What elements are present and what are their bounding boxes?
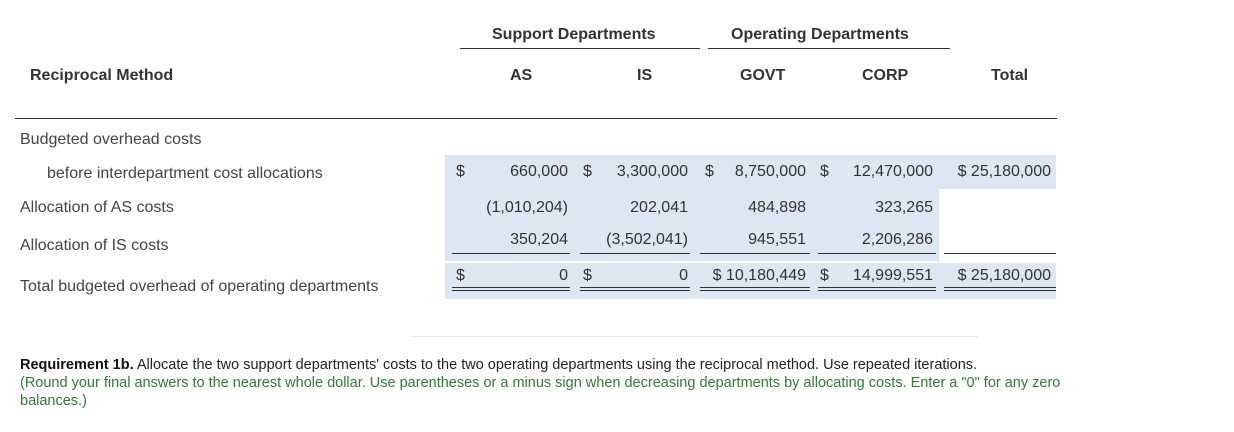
requirement-rounding-note: (Round your final answers to the nearest…: [20, 375, 1061, 409]
alloc-underline-is: [580, 253, 690, 254]
total-row-shade: [445, 263, 1056, 299]
budgeted-as-sign: $: [456, 163, 465, 180]
column-header-as: AS: [510, 67, 533, 84]
budgeted-is-sign: $: [583, 163, 592, 180]
total-is-value[interactable]: 0: [679, 267, 688, 284]
total-double-underline-is: [580, 287, 690, 291]
budgeted-govt-value[interactable]: 8,750,000: [734, 163, 806, 180]
operating-departments-header: Operating Departments: [731, 26, 909, 43]
requirement-heading: Requirement 1b.: [20, 357, 134, 373]
total-label: Total budgeted overhead of operating dep…: [20, 278, 379, 295]
total-govt-value[interactable]: $ 10,180,449: [712, 267, 806, 284]
section-separator: [413, 336, 978, 337]
alloc-underline-as: [452, 253, 570, 254]
alloc-as-corp-value[interactable]: 323,265: [875, 199, 933, 216]
alloc-is-corp-value[interactable]: 2,206,286: [861, 231, 933, 248]
alloc-as-as-value[interactable]: (1,010,204): [486, 199, 568, 216]
column-header-total: Total: [991, 67, 1029, 84]
total-as-sign: $: [456, 267, 465, 284]
requirement-instructions: Requirement 1b. Allocate the two support…: [20, 356, 1110, 410]
total-double-underline-total: [944, 287, 1056, 291]
budgeted-label-line1: Budgeted overhead costs: [20, 131, 202, 148]
alloc-underline-total: [944, 253, 1056, 254]
total-is-sign: $: [583, 267, 592, 284]
budgeted-govt-sign: $: [705, 163, 714, 180]
header-rule: [15, 118, 1057, 119]
budgeted-corp-value[interactable]: 12,470,000: [852, 163, 933, 180]
alloc-as-govt-value[interactable]: 484,898: [748, 199, 806, 216]
total-total-value[interactable]: $ 25,180,000: [957, 267, 1051, 284]
budgeted-is-value[interactable]: 3,300,000: [616, 163, 688, 180]
total-double-underline-as: [452, 287, 570, 291]
alloc-underline-govt: [700, 253, 810, 254]
budgeted-row-shade: [445, 155, 1056, 189]
alloc-is-govt-value[interactable]: 945,551: [748, 231, 806, 248]
budgeted-corp-sign: $: [820, 163, 829, 180]
column-header-is: IS: [637, 67, 653, 84]
budgeted-as-value[interactable]: 660,000: [510, 163, 568, 180]
support-header-underline: [460, 48, 700, 49]
alloc-underline-corp: [818, 253, 936, 254]
support-departments-header: Support Departments: [492, 26, 656, 43]
method-title: Reciprocal Method: [30, 67, 174, 84]
budgeted-total-value[interactable]: $ 25,180,000: [957, 163, 1051, 180]
total-as-value[interactable]: 0: [559, 267, 568, 284]
column-header-govt: GOVT: [740, 67, 786, 84]
total-double-underline-govt: [700, 287, 810, 291]
total-corp-sign: $: [820, 267, 829, 284]
alloc-rows-shade: [445, 189, 939, 261]
alloc-as-label: Allocation of AS costs: [20, 199, 174, 216]
alloc-is-is-value[interactable]: (3,502,041): [606, 231, 688, 248]
alloc-is-label: Allocation of IS costs: [20, 237, 169, 254]
budgeted-label-line2: before interdepartment cost allocations: [47, 165, 323, 182]
alloc-is-as-value[interactable]: 350,204: [510, 231, 568, 248]
operating-header-underline: [708, 48, 950, 49]
total-double-underline-corp: [818, 287, 936, 291]
alloc-as-is-value[interactable]: 202,041: [630, 199, 688, 216]
total-corp-value[interactable]: 14,999,551: [852, 267, 933, 284]
column-header-corp: CORP: [862, 67, 909, 84]
requirement-text: Allocate the two support departments' co…: [133, 357, 978, 373]
